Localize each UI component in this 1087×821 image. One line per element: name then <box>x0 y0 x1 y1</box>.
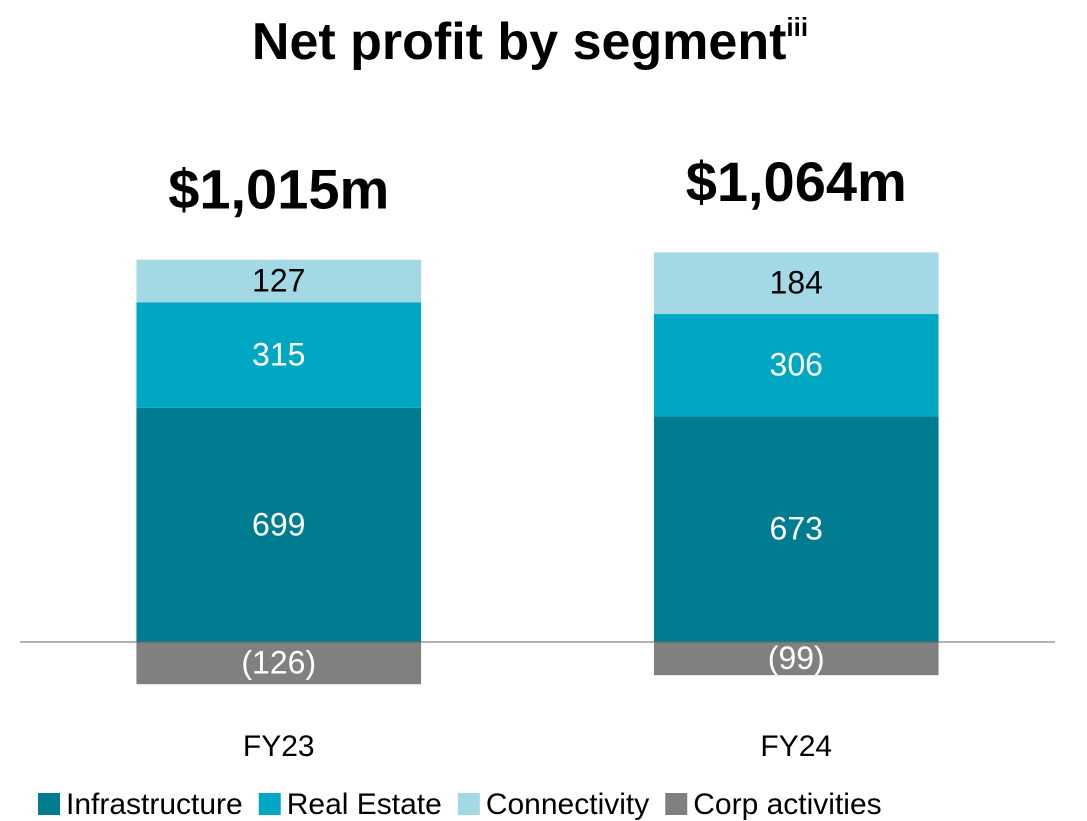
value-label: 315 <box>252 337 305 373</box>
total-label: $1,064m <box>686 150 907 213</box>
value-label: (99) <box>768 640 825 676</box>
x-tick-label: FY24 <box>760 730 832 763</box>
legend-label: Infrastructure <box>66 788 243 821</box>
bar-segment <box>653 314 939 417</box>
legend-label: Real Estate <box>287 788 442 821</box>
legend-swatch <box>665 793 688 815</box>
legend-label: Corp activities <box>693 788 881 821</box>
legend-label: Connectivity <box>486 788 649 821</box>
total-label: $1,015m <box>168 158 389 221</box>
chart-title: Net profit by segmentiii <box>252 12 808 71</box>
legend-swatch <box>258 793 281 815</box>
bar-segment <box>653 252 939 315</box>
value-label: 127 <box>252 262 305 298</box>
title-superscript: iii <box>786 12 808 42</box>
bar-segment <box>136 642 422 685</box>
title-text: Net profit by segment <box>252 13 787 71</box>
bar-segment <box>136 259 422 303</box>
value-label: 306 <box>770 347 823 383</box>
legend-swatch <box>38 793 60 815</box>
value-label: (126) <box>241 645 316 681</box>
legend-swatch <box>457 793 480 815</box>
value-label: 699 <box>252 506 305 542</box>
bar-segment <box>136 302 422 408</box>
value-label: 184 <box>770 265 823 301</box>
x-tick-label: FY23 <box>243 730 315 763</box>
bar-segment <box>653 642 939 676</box>
value-label: 673 <box>770 511 823 547</box>
bar-segment <box>653 416 939 642</box>
bar-segment <box>136 407 422 642</box>
